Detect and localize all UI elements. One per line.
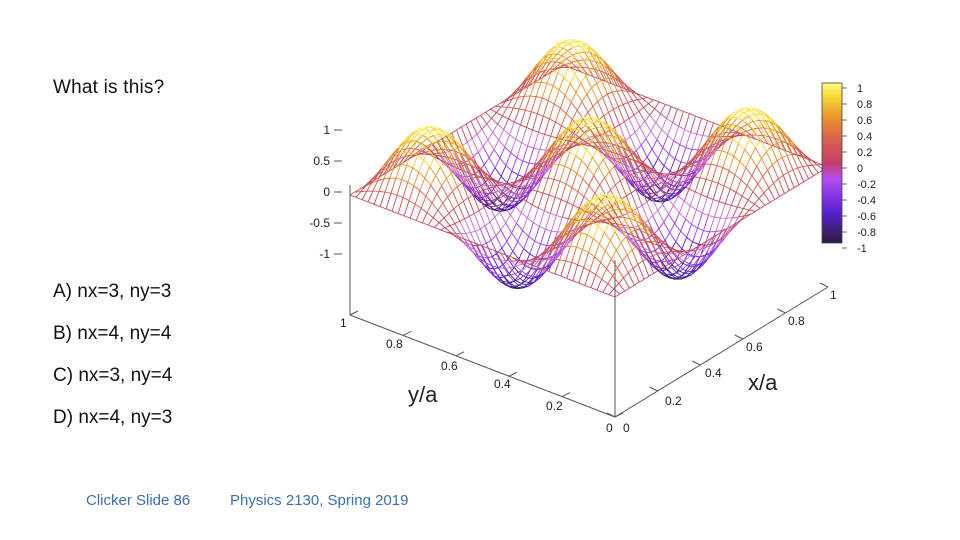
y-tick-0: 0 — [606, 421, 613, 435]
x-tick-0.8: 0.8 — [788, 314, 805, 328]
colorbar-tick: 1 — [857, 83, 863, 95]
z-tick-0.5: 0.5 — [313, 154, 330, 168]
footer-course: Physics 2130, Spring 2019 — [230, 492, 409, 509]
x-tick-0.6: 0.6 — [746, 340, 763, 354]
colorbar-gradient — [821, 82, 843, 244]
choice-c[interactable]: C) nx=3, ny=4 — [53, 365, 173, 386]
surface-plot: 1 0.5 0 -0.5 -1 1 0.8 0.6 0.4 0.2 0 0 0.… — [309, 39, 876, 435]
colorbar-tick: 0.8 — [857, 99, 872, 111]
colorbar-tick: -0.8 — [857, 227, 876, 239]
colorbar-tick: -0.4 — [857, 195, 876, 207]
choice-d[interactable]: D) nx=4, ny=3 — [53, 407, 173, 428]
x-axis-label: x/a — [748, 370, 778, 395]
y-tick-0.8: 0.8 — [386, 337, 403, 351]
y-tick-1: 1 — [340, 316, 347, 330]
z-tick-0: 0 — [323, 185, 330, 199]
question-text: What is this? — [53, 77, 165, 98]
z-tick-1: 1 — [323, 123, 330, 137]
colorbar-ticks: 1 0.8 0.6 0.4 0.2 0 -0.2 -0.4 -0.6 -0.8 -1 — [842, 83, 876, 255]
colorbar-tick: 0.2 — [857, 147, 872, 159]
colorbar-tick: 0.4 — [857, 131, 872, 143]
axis-labels: 1 0.5 0 -0.5 -1 1 0.8 0.6 0.4 0.2 0 0 0.… — [309, 123, 837, 435]
x-tick-0.2: 0.2 — [665, 394, 682, 408]
x-tick-0.4: 0.4 — [705, 366, 722, 380]
colorbar-tick: -0.2 — [857, 179, 876, 191]
footer-slide-number: Clicker Slide 86 — [86, 492, 191, 509]
colorbar-tick: 0.6 — [857, 115, 872, 127]
y-tick-0.6: 0.6 — [441, 359, 458, 373]
y-axis-label: y/a — [408, 382, 438, 407]
choice-b[interactable]: B) nx=4, ny=4 — [53, 323, 172, 344]
choice-a[interactable]: A) nx=3, ny=3 — [53, 281, 172, 302]
x-tick-0: 0 — [623, 421, 630, 435]
colorbar-tick: -0.6 — [857, 211, 876, 223]
answer-choices: A) nx=3, ny=3 B) nx=4, ny=4 C) nx=3, ny=… — [53, 280, 172, 448]
plot-axes — [334, 129, 829, 418]
z-tick-neg1: -1 — [319, 247, 330, 261]
y-tick-0.2: 0.2 — [546, 399, 563, 413]
colorbar — [821, 82, 843, 244]
x-tick-1: 1 — [830, 288, 837, 302]
y-tick-0.4: 0.4 — [494, 377, 511, 391]
z-tick-neg0.5: -0.5 — [309, 216, 330, 230]
colorbar-tick: -1 — [857, 243, 867, 255]
wave-surface — [349, 39, 829, 298]
colorbar-tick: 0 — [857, 163, 863, 175]
